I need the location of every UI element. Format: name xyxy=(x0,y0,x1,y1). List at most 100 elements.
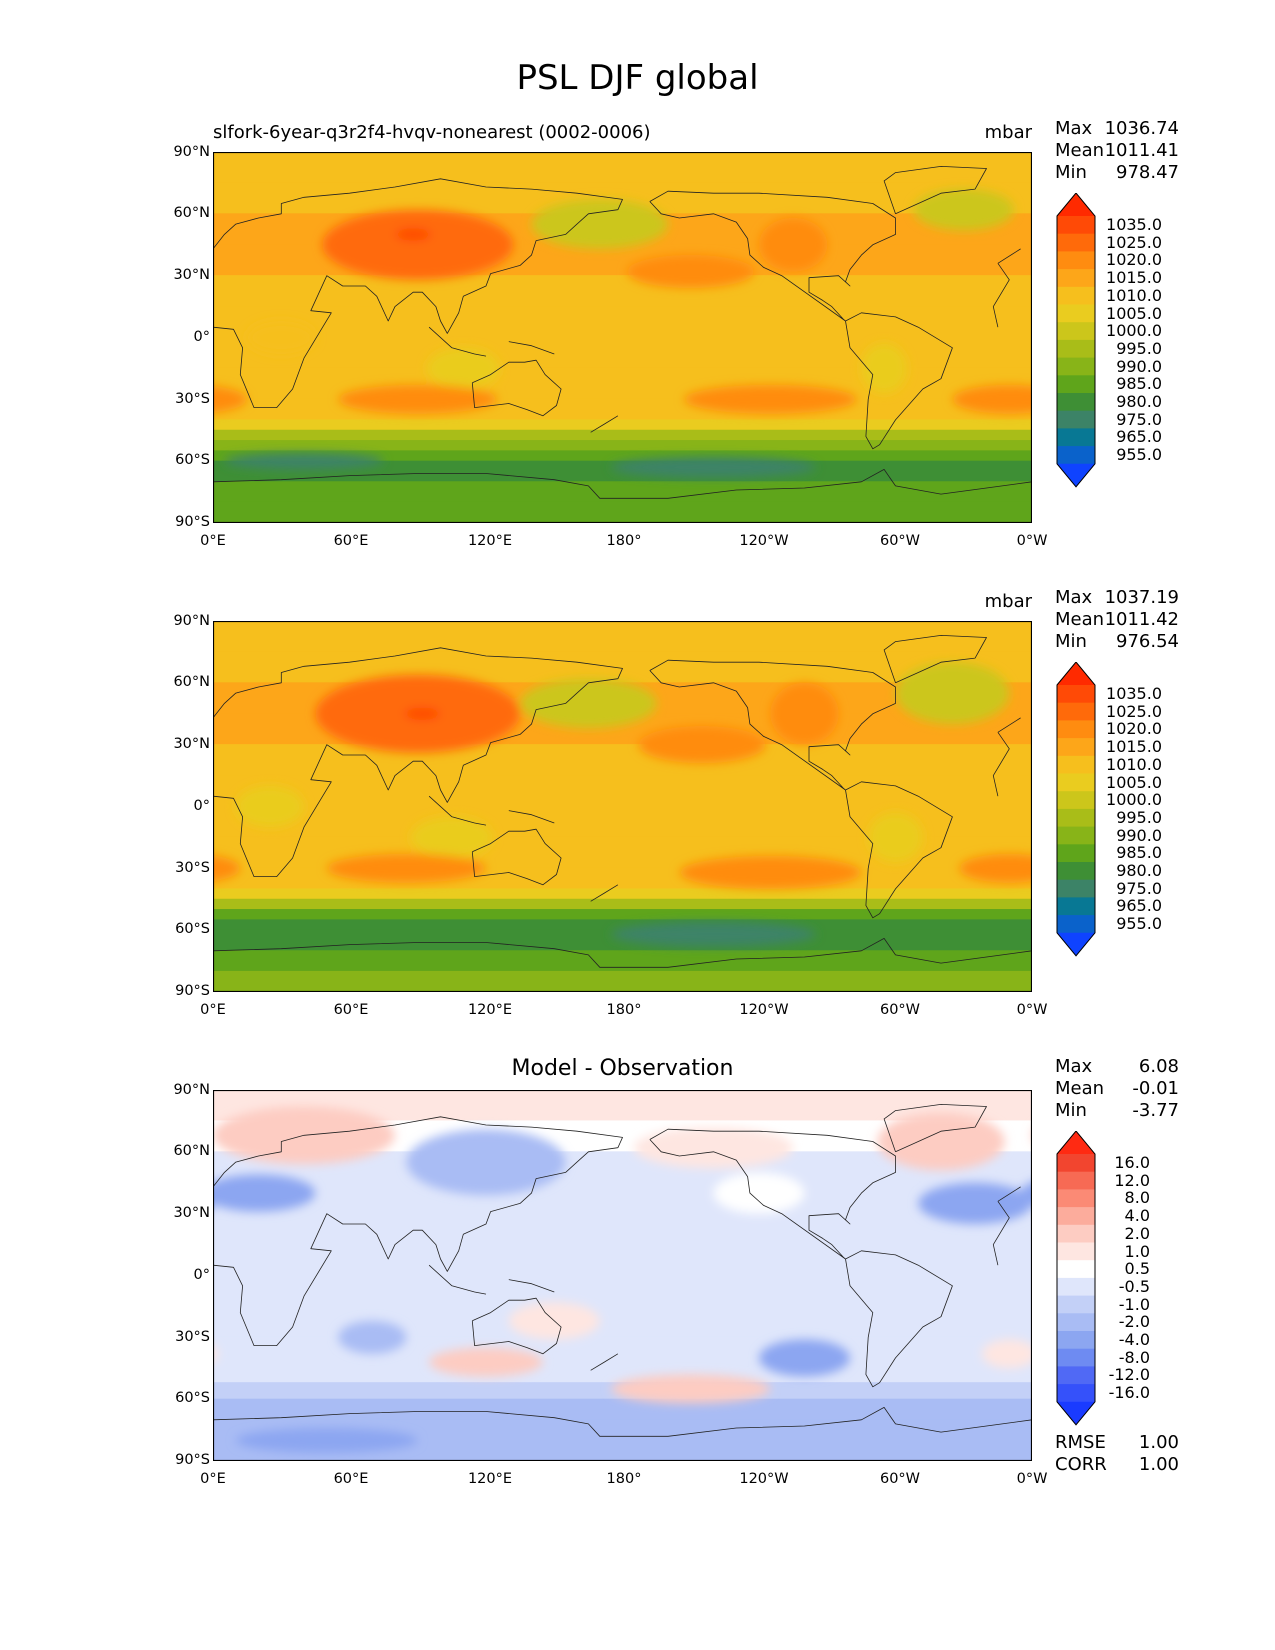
xtick-label: 180° xyxy=(606,1471,642,1487)
colorbar-label: 975.0 xyxy=(1116,878,1162,898)
panel-1-map xyxy=(213,152,1032,523)
ytick-label: 30°S xyxy=(175,1329,210,1345)
colorbar-swatch xyxy=(1057,1295,1095,1314)
xtick-label: 60°E xyxy=(333,533,369,549)
field-blob xyxy=(410,816,493,859)
field-band xyxy=(213,909,1032,921)
ytick-label: 30°N xyxy=(173,1205,210,1221)
max-value: 6.08 xyxy=(1138,1056,1179,1077)
field-band xyxy=(213,744,1032,777)
field-blob xyxy=(404,707,441,720)
colorbar-label: 1000.0 xyxy=(1106,321,1162,341)
ytick-label: 60°N xyxy=(173,1143,210,1159)
panel-2-units: mbar xyxy=(984,591,1032,612)
colorbar-label: 995.0 xyxy=(1116,807,1162,827)
colorbar-label: 8.0 xyxy=(1124,1188,1150,1208)
min-label: Min xyxy=(1055,1100,1087,1121)
colorbar-swatch xyxy=(1057,357,1095,376)
coastline xyxy=(883,166,987,215)
colorbar-swatch xyxy=(1057,304,1095,323)
colorbar-swatch xyxy=(1057,879,1095,898)
colorbar-swatch xyxy=(1057,1313,1095,1332)
corr-label: CORR xyxy=(1055,1454,1107,1475)
field-blob xyxy=(759,217,828,272)
field-blob xyxy=(868,812,923,863)
field-band xyxy=(213,1367,1032,1384)
colorbar-label: 1025.0 xyxy=(1106,701,1162,721)
mean-value: 1011.42 xyxy=(1104,609,1179,630)
panel-1-units: mbar xyxy=(984,122,1032,143)
field-band xyxy=(213,306,1032,338)
field-band xyxy=(213,337,1032,369)
colorbar-label: 1010.0 xyxy=(1106,285,1162,305)
colorbar-swatch xyxy=(1057,1189,1095,1208)
min-label: Min xyxy=(1055,631,1087,652)
colorbar-swatch xyxy=(1057,216,1095,235)
panel-2-colorbar xyxy=(1056,662,1096,957)
field-band xyxy=(213,919,1032,931)
colorbar-swatch xyxy=(1057,685,1095,704)
colorbar-swatch xyxy=(1057,269,1095,288)
coastline xyxy=(649,190,896,322)
field-band xyxy=(213,1275,1032,1338)
field-band xyxy=(213,950,1032,972)
panel-3-yaxis: 90°N 60°N 30°N 0° 30°S 60°S 90°S xyxy=(150,1082,210,1472)
panel-1-colorbar-labels: 1035.0 1025.0 1020.0 1015.0 1010.0 1005.… xyxy=(1092,216,1162,466)
panel-2-stats: Max 1037.19 Mean 1011.42 Min 976.54 xyxy=(1055,587,1179,653)
ytick-label: 90°N xyxy=(173,144,210,160)
coastline xyxy=(590,1353,619,1371)
field-blob xyxy=(338,1320,407,1354)
panel-3-metrics: RMSE 1.00 CORR 1.00 xyxy=(1055,1432,1179,1476)
xtick-label: 0°E xyxy=(200,533,226,549)
field-blob xyxy=(395,228,432,241)
field-blob xyxy=(429,1347,543,1377)
min-label: Min xyxy=(1055,162,1087,183)
panel-1-stats: Max 1036.74 Mean 1011.41 Min 978.47 xyxy=(1055,118,1179,184)
colorbar-swatch xyxy=(1057,1154,1095,1173)
field-band xyxy=(213,419,1032,431)
corr-value: 1.00 xyxy=(1138,1454,1179,1475)
field-blob xyxy=(713,1172,805,1214)
ytick-label: 30°N xyxy=(173,267,210,283)
field-blob xyxy=(235,785,304,828)
colorbar-label: 1000.0 xyxy=(1106,790,1162,810)
field-blob xyxy=(426,347,500,390)
mean-label: Mean xyxy=(1055,609,1105,630)
coastline xyxy=(213,647,1021,877)
colorbar-cap-bottom xyxy=(1057,1401,1095,1425)
colorbar-label: 975.0 xyxy=(1116,409,1162,429)
ytick-label: 0° xyxy=(193,329,210,345)
max-label: Max xyxy=(1055,1056,1093,1077)
colorbar-label: -2.0 xyxy=(1118,1312,1150,1332)
field-blob xyxy=(224,452,384,470)
coastlines xyxy=(213,635,1032,968)
xtick-label: 60°E xyxy=(333,1471,369,1487)
field-blob xyxy=(679,855,862,889)
field-blob xyxy=(406,1129,566,1196)
field-blob xyxy=(213,1345,218,1362)
colorbar-swatch xyxy=(1057,1171,1095,1190)
colorbar-label: 12.0 xyxy=(1114,1170,1150,1190)
colorbar-swatch xyxy=(1057,286,1095,305)
field-blob xyxy=(213,386,248,413)
field-blob xyxy=(627,255,755,289)
field-band xyxy=(213,152,1032,184)
field-blob xyxy=(959,853,1032,883)
colorbar-swatch xyxy=(1057,1207,1095,1226)
xtick-label: 0°W xyxy=(1016,1471,1048,1487)
coastlines xyxy=(213,166,1032,499)
xtick-label: 120°W xyxy=(739,533,789,549)
field-band xyxy=(213,1398,1032,1421)
colorbar-label: 16.0 xyxy=(1114,1153,1150,1172)
colorbar-swatch xyxy=(1057,1260,1095,1279)
colorbar-label: 2.0 xyxy=(1124,1223,1150,1243)
xtick-label: 0°W xyxy=(1016,1002,1048,1018)
coastline xyxy=(213,938,1032,968)
colorbar-label: -8.0 xyxy=(1118,1347,1150,1367)
field-blob xyxy=(981,1339,1032,1369)
xtick-label: 120°W xyxy=(739,1471,789,1487)
field-band xyxy=(213,970,1032,992)
coastline xyxy=(508,1279,555,1293)
coastline xyxy=(471,828,562,886)
field-blob xyxy=(861,343,907,394)
